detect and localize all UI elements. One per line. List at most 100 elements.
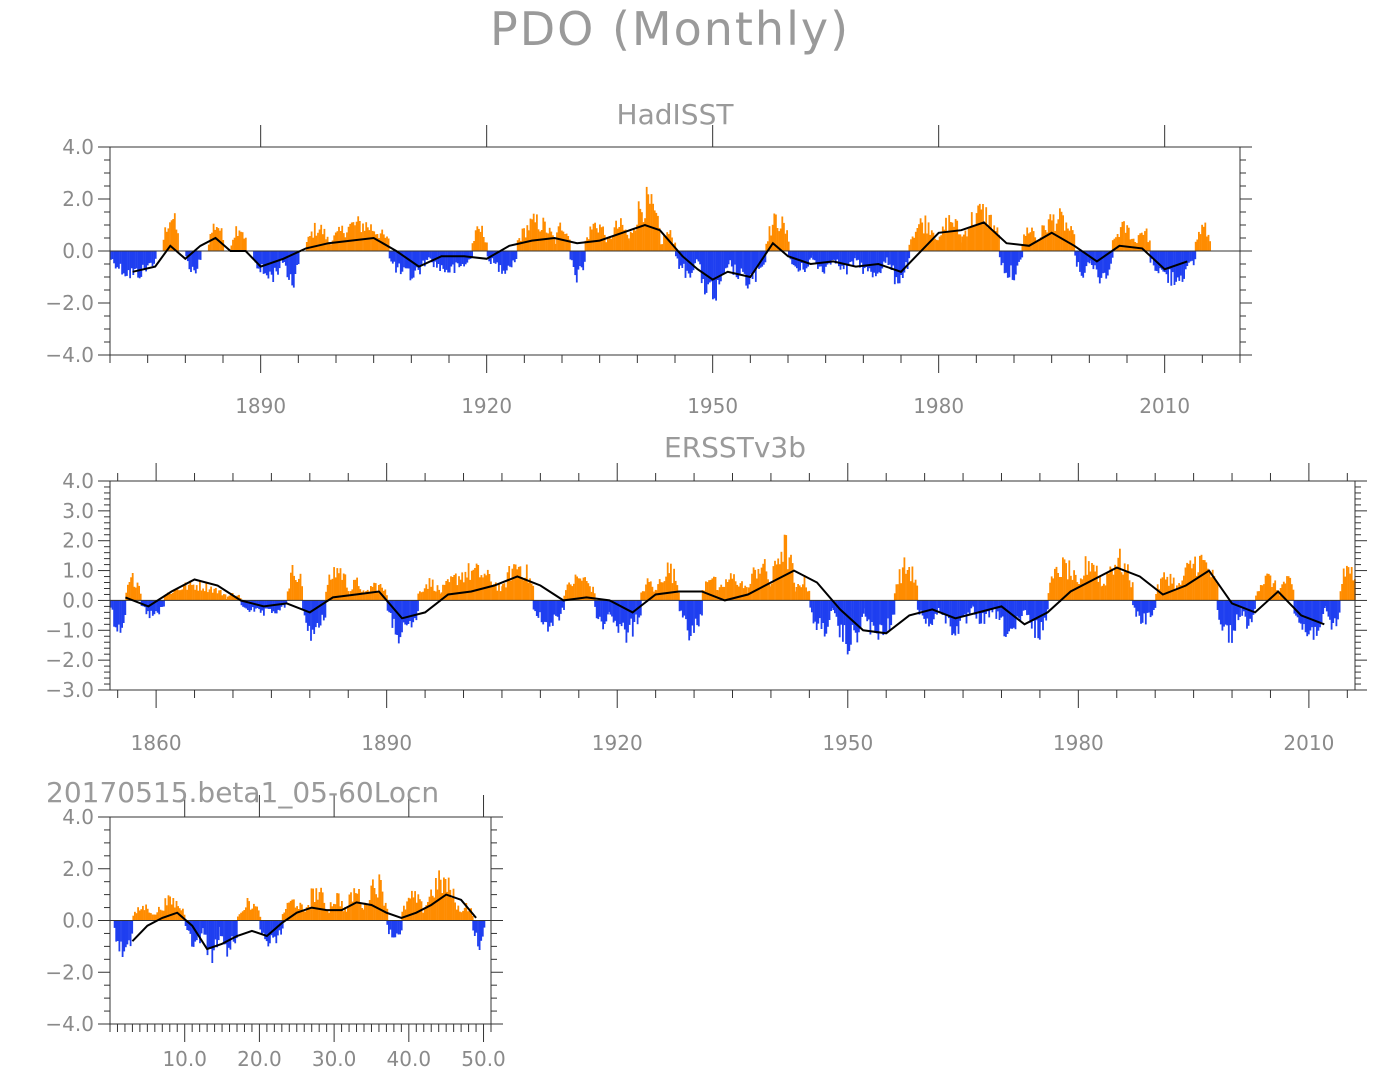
bar-47-8 xyxy=(1332,600,1335,623)
bar-5-6 xyxy=(247,600,249,610)
y-tick-label: 2.0 xyxy=(62,529,94,553)
bar-37-14 xyxy=(1126,225,1129,251)
bar-7-22 xyxy=(281,920,284,929)
bar-1-14 xyxy=(146,908,149,921)
bar-12-13 xyxy=(499,251,502,266)
bar-9-3 xyxy=(391,251,394,264)
bar-27-3 xyxy=(812,600,815,624)
bar-46-21 xyxy=(1314,600,1317,627)
bar-25-2 xyxy=(772,566,775,601)
bar-32-18 xyxy=(1016,251,1019,266)
bar-2-11 xyxy=(196,251,199,269)
bar-29-16 xyxy=(924,215,927,251)
bar-17-10 xyxy=(481,920,484,937)
bar-28-2 xyxy=(834,600,836,614)
bar-35-5 xyxy=(1029,600,1032,623)
bar-44-11 xyxy=(1266,573,1269,601)
bar-2-0 xyxy=(154,915,157,921)
bar-14-27 xyxy=(529,578,531,601)
bar-31-14 xyxy=(975,213,978,251)
bar-24-13 xyxy=(760,567,763,601)
bar-18-13 xyxy=(622,600,625,623)
bar-21-13 xyxy=(710,251,713,282)
bar-2-29 xyxy=(183,914,186,921)
bar-32-21 xyxy=(960,600,963,617)
bar-26-19 xyxy=(852,251,855,267)
bar-7-6 xyxy=(312,237,315,251)
bar-24-19 xyxy=(807,251,809,267)
bar-1-0 xyxy=(162,239,165,251)
bar-13-0 xyxy=(516,240,519,251)
bar-21-3 xyxy=(681,600,684,618)
bar-37-21 xyxy=(1099,576,1101,601)
bar-5-16 xyxy=(269,251,271,272)
bar-18-8 xyxy=(617,600,620,633)
bar-28-10 xyxy=(895,251,898,278)
bar-9-32 xyxy=(420,251,423,265)
bar-47-10 xyxy=(1333,600,1336,619)
bar-0-13 xyxy=(122,251,125,274)
x-tick-label: 2010 xyxy=(1283,731,1334,755)
bar-6-13 xyxy=(299,573,302,601)
bar-14-0 xyxy=(501,584,504,601)
bar-42-22 xyxy=(1239,600,1241,617)
bar-39-35 xyxy=(1184,251,1187,270)
bar-11-3 xyxy=(474,230,477,251)
bar-6-6 xyxy=(243,910,246,921)
bar-2-8 xyxy=(162,910,165,921)
bar-27-5 xyxy=(814,600,816,622)
bar-46-6 xyxy=(1299,600,1302,624)
bar-13-10 xyxy=(450,576,452,601)
bar-22-5 xyxy=(732,251,735,275)
bar-14-2 xyxy=(503,583,506,601)
bar-26-8 xyxy=(841,251,843,266)
panel-title: ERSSTv3b xyxy=(664,431,806,464)
bar-2-10 xyxy=(194,251,197,274)
bar-8-0 xyxy=(281,914,284,921)
bar-11-16 xyxy=(402,600,405,623)
bar-18-16 xyxy=(625,600,628,643)
bar-12-2 xyxy=(488,251,491,262)
bar-14-5 xyxy=(559,222,562,251)
bar-31-6 xyxy=(967,228,970,251)
bar-16-11 xyxy=(468,908,471,921)
bar-38-3 xyxy=(1137,235,1140,251)
bar-30-2 xyxy=(895,584,898,601)
bar-10-13 xyxy=(339,906,342,921)
bar-25-11 xyxy=(782,561,784,601)
bar-5-18 xyxy=(235,920,238,939)
bar-41-38 xyxy=(1216,583,1219,601)
bar-6-0 xyxy=(237,916,239,921)
bar-10-18 xyxy=(344,907,346,921)
bar-37-8 xyxy=(1119,227,1122,251)
bar-11-13 xyxy=(399,600,402,638)
bar-4-5 xyxy=(230,593,232,601)
bar-5-34 xyxy=(274,600,276,614)
bar-34-22 xyxy=(1016,600,1018,617)
bar-17-5 xyxy=(477,920,479,947)
bar-4-14 xyxy=(217,920,220,941)
bar-41-34 xyxy=(1211,569,1214,601)
bar-22-2 xyxy=(703,590,706,601)
bar-5-10 xyxy=(262,251,265,274)
bar-45-10 xyxy=(1287,576,1290,601)
bar-6-14 xyxy=(251,908,254,921)
bar-27-2 xyxy=(857,251,860,260)
bar-11-2 xyxy=(388,600,391,613)
bar-23-8 xyxy=(773,213,776,251)
bar-39-29 xyxy=(1178,251,1181,281)
bar-43-13 xyxy=(1252,600,1255,615)
bar-6-6 xyxy=(293,575,295,601)
bar-2-5 xyxy=(190,251,192,272)
bar-35-8 xyxy=(1082,251,1085,278)
bar-18-14 xyxy=(623,600,626,630)
bar-20-14 xyxy=(670,563,672,601)
bar-12-24 xyxy=(510,251,513,268)
bar-22-27 xyxy=(754,251,757,282)
bar-5-8 xyxy=(261,251,263,264)
bar-27-29 xyxy=(884,251,887,263)
bar-39-22 xyxy=(1172,251,1174,273)
bar-32-5 xyxy=(1003,251,1006,274)
